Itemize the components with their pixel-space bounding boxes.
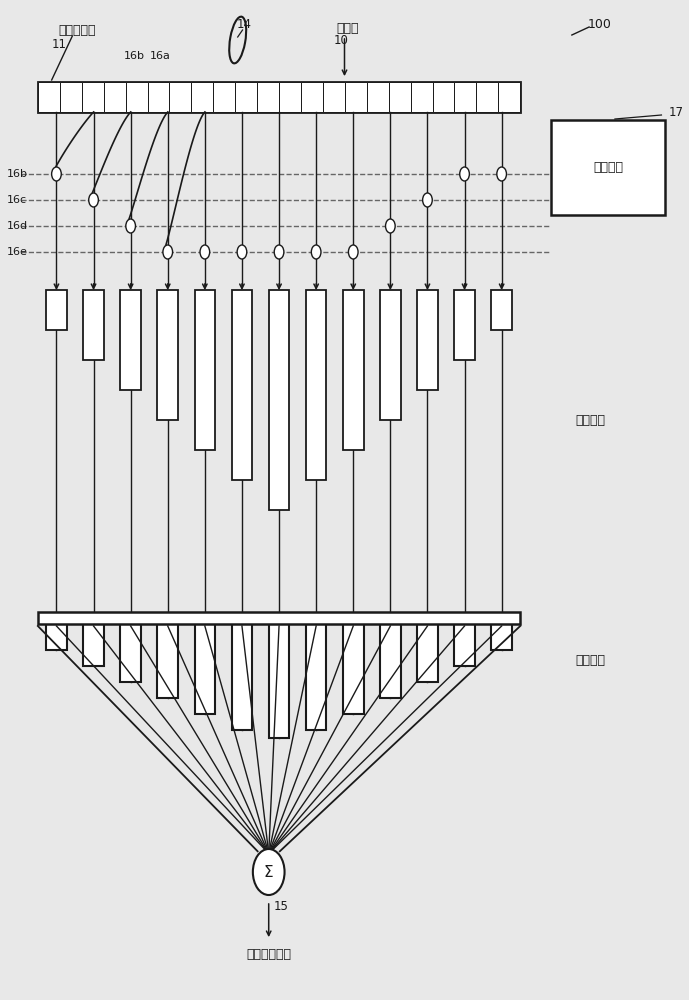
Bar: [389, 82, 411, 112]
Circle shape: [253, 849, 285, 895]
Bar: [498, 82, 520, 112]
Bar: [103, 82, 125, 112]
Bar: [301, 82, 323, 112]
Text: 16c: 16c: [7, 195, 27, 205]
Bar: [306, 290, 327, 480]
Bar: [169, 82, 192, 112]
Bar: [411, 82, 433, 112]
Bar: [454, 620, 475, 666]
Bar: [417, 620, 438, 682]
Bar: [121, 290, 141, 390]
Text: 15: 15: [274, 900, 289, 914]
Bar: [147, 82, 169, 112]
Text: 10: 10: [333, 33, 349, 46]
Bar: [433, 82, 455, 112]
Text: 聚焦延迟: 聚焦延迟: [575, 654, 606, 666]
Bar: [235, 82, 257, 112]
Bar: [455, 82, 476, 112]
Text: 孔径控制: 孔径控制: [593, 161, 623, 174]
Bar: [343, 290, 364, 450]
Text: 16b: 16b: [124, 51, 145, 61]
Bar: [476, 82, 498, 112]
Bar: [323, 82, 344, 112]
Text: 16a: 16a: [150, 51, 171, 61]
Bar: [157, 620, 178, 698]
Bar: [344, 82, 367, 112]
Bar: [214, 82, 235, 112]
Bar: [232, 620, 252, 730]
Circle shape: [89, 193, 99, 207]
Bar: [551, 120, 665, 215]
Circle shape: [386, 219, 395, 233]
Text: 100: 100: [588, 18, 611, 31]
Bar: [46, 290, 67, 330]
Text: 聚焦回声信号: 聚焦回声信号: [246, 948, 291, 962]
Bar: [257, 82, 279, 112]
Bar: [491, 620, 512, 650]
Bar: [232, 290, 252, 480]
Circle shape: [422, 193, 432, 207]
Text: 换能器元件: 换能器元件: [59, 23, 96, 36]
Bar: [343, 620, 364, 714]
Circle shape: [349, 245, 358, 259]
Circle shape: [126, 219, 136, 233]
Circle shape: [237, 245, 247, 259]
Bar: [269, 620, 289, 738]
Bar: [380, 290, 401, 420]
Circle shape: [200, 245, 209, 259]
Text: 16b: 16b: [7, 169, 28, 179]
Text: 转向延迟: 转向延迟: [575, 414, 606, 426]
Circle shape: [274, 245, 284, 259]
Circle shape: [497, 167, 506, 181]
Text: 17: 17: [668, 105, 683, 118]
Bar: [367, 82, 389, 112]
Bar: [46, 620, 67, 650]
Bar: [194, 290, 215, 450]
Bar: [157, 290, 178, 420]
Text: 14: 14: [237, 18, 252, 31]
Circle shape: [460, 167, 469, 181]
Bar: [192, 82, 214, 112]
Bar: [454, 290, 475, 360]
Bar: [83, 620, 104, 666]
Circle shape: [311, 245, 321, 259]
Bar: [491, 290, 512, 330]
Bar: [38, 82, 60, 112]
Text: 换能器: 换能器: [337, 21, 359, 34]
Circle shape: [52, 167, 61, 181]
Text: $\Sigma$: $\Sigma$: [263, 864, 274, 880]
Bar: [194, 620, 215, 714]
Circle shape: [163, 245, 172, 259]
Bar: [417, 290, 438, 390]
Bar: [38, 82, 520, 112]
Bar: [60, 82, 82, 112]
Bar: [279, 82, 301, 112]
Bar: [380, 620, 401, 698]
Text: 11: 11: [52, 37, 67, 50]
Bar: [306, 620, 327, 730]
Bar: [121, 620, 141, 682]
Bar: [82, 82, 103, 112]
Bar: [125, 82, 147, 112]
Text: 16e: 16e: [7, 247, 28, 257]
Bar: [269, 290, 289, 510]
Bar: [38, 612, 520, 624]
Bar: [83, 290, 104, 360]
Text: 16d: 16d: [7, 221, 28, 231]
